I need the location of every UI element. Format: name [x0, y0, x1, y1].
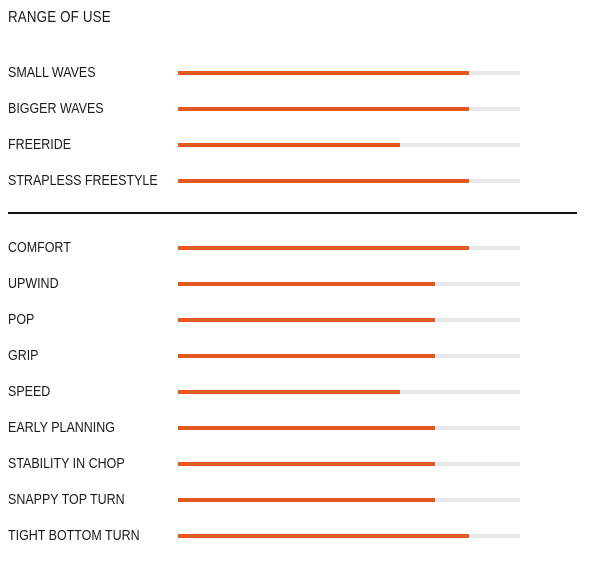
rating-bar-fill — [178, 534, 469, 538]
rating-row-freeride: FREERIDE — [0, 127, 598, 163]
rating-bar-track — [178, 498, 520, 502]
rating-label: EARLY PLANNING — [8, 420, 115, 436]
rating-row-comfort: COMFORT — [0, 230, 598, 266]
rating-row-tight-bottom-turn: TIGHT BOTTOM TURN — [0, 518, 598, 554]
rating-label: SPEED — [8, 384, 51, 400]
rating-bar-fill — [178, 462, 435, 466]
rating-bar-track — [178, 354, 520, 358]
rating-bar-fill — [178, 282, 435, 286]
rating-label: TIGHT BOTTOM TURN — [8, 528, 140, 544]
rating-bar-track — [178, 143, 520, 147]
rating-row-early-planning: EARLY PLANNING — [0, 410, 598, 446]
rating-bar-fill — [178, 143, 401, 147]
rating-bar-track — [178, 318, 520, 322]
rating-row-speed: SPEED — [0, 374, 598, 410]
rating-bar-track — [178, 71, 520, 75]
rating-bar-track — [178, 426, 520, 430]
rating-label: SNAPPY TOP TURN — [8, 492, 125, 508]
rating-bar-fill — [178, 246, 469, 250]
section-divider — [8, 212, 577, 214]
rating-bar-track — [178, 107, 520, 111]
rating-bar-fill — [178, 107, 469, 111]
rating-label: COMFORT — [8, 240, 71, 256]
rating-bar-fill — [178, 179, 469, 183]
rating-row-grip: GRIP — [0, 338, 598, 374]
rating-label: STRAPLESS FREESTYLE — [8, 173, 158, 189]
rating-bar-fill — [178, 390, 401, 394]
rating-label: POP — [8, 312, 35, 328]
rating-bar-fill — [178, 318, 435, 322]
rating-bar-track — [178, 179, 520, 183]
rating-bar-fill — [178, 71, 469, 75]
rating-label: BIGGER WAVES — [8, 101, 104, 117]
rating-bar-track — [178, 534, 520, 538]
rating-row-small-waves: SMALL WAVES — [0, 55, 598, 91]
rating-row-pop: POP — [0, 302, 598, 338]
rating-bar-fill — [178, 426, 435, 430]
rating-label: GRIP — [8, 348, 39, 364]
rating-row-stability-in-chop: STABILITY IN CHOP — [0, 446, 598, 482]
rating-bar-track — [178, 246, 520, 250]
rating-row-bigger-waves: BIGGER WAVES — [0, 91, 598, 127]
rating-bar-track — [178, 462, 520, 466]
rating-label: SMALL WAVES — [8, 65, 96, 81]
rating-label: FREERIDE — [8, 137, 72, 153]
rating-bar-fill — [178, 498, 435, 502]
rating-bar-fill — [178, 354, 435, 358]
rating-bar-track — [178, 282, 520, 286]
rating-label: STABILITY IN CHOP — [8, 456, 125, 472]
rating-row-strapless-freestyle: STRAPLESS FREESTYLE — [0, 163, 598, 199]
section-title: RANGE OF USE — [8, 9, 111, 26]
rating-row-upwind: UPWIND — [0, 266, 598, 302]
rating-bar-track — [178, 390, 520, 394]
rating-label: UPWIND — [8, 276, 59, 292]
rating-row-snappy-top-turn: SNAPPY TOP TURN — [0, 482, 598, 518]
